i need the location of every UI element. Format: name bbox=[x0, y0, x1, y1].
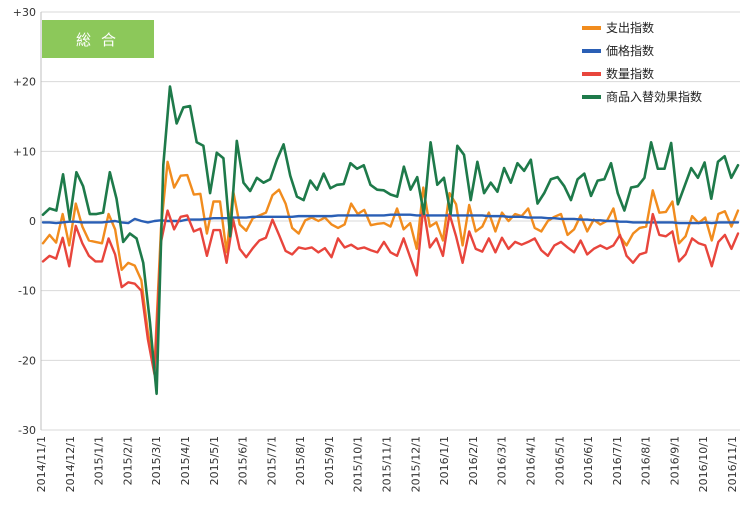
badge: 総合 bbox=[42, 20, 154, 58]
series-line-1 bbox=[41, 213, 740, 225]
x-tick-label: 2016/9/1 bbox=[668, 436, 681, 485]
y-tick-label: -30 bbox=[18, 424, 36, 437]
x-tick-label: 2015/2/1 bbox=[121, 436, 134, 485]
legend-label: 支出指数 bbox=[606, 20, 654, 35]
x-tick-label: 2014/11/1 bbox=[35, 436, 48, 492]
x-tick-label: 2015/6/1 bbox=[237, 436, 250, 485]
x-tick-label: 2015/3/1 bbox=[150, 436, 163, 485]
y-tick-label: -10 bbox=[18, 285, 36, 298]
x-tick-label: 2015/11/1 bbox=[381, 436, 394, 492]
y-tick-label: +10 bbox=[13, 145, 36, 158]
legend-label: 商品入替効果指数 bbox=[606, 89, 702, 104]
legend-swatch bbox=[582, 72, 601, 76]
x-tick-label: 2016/2/1 bbox=[467, 436, 480, 485]
x-tick-label: 2015/5/1 bbox=[208, 436, 221, 485]
legend-swatch bbox=[582, 26, 601, 30]
x-tick-label: 2016/8/1 bbox=[640, 436, 653, 485]
legend-label: 数量指数 bbox=[606, 66, 654, 81]
x-tick-label: 2015/10/1 bbox=[352, 436, 365, 492]
x-tick-label: 2015/4/1 bbox=[179, 436, 192, 485]
x-tick-label: 2016/4/1 bbox=[524, 436, 537, 485]
x-tick-label: 2015/12/1 bbox=[409, 436, 422, 492]
y-tick-label: 0 bbox=[29, 215, 36, 228]
x-tick-label: 2016/7/1 bbox=[611, 436, 624, 485]
x-tick-label: 2016/1/1 bbox=[438, 436, 451, 485]
badge-background bbox=[42, 20, 154, 58]
legend-swatch bbox=[582, 49, 601, 53]
x-tick-label: 2016/6/1 bbox=[582, 436, 595, 485]
x-tick-label: 2016/11/1 bbox=[726, 436, 739, 492]
legend-label: 価格指数 bbox=[606, 43, 654, 58]
legend-swatch bbox=[582, 95, 601, 99]
x-tick-label: 2014/12/1 bbox=[64, 436, 77, 492]
x-tick-label: 2015/7/1 bbox=[265, 436, 278, 485]
x-tick-label: 2015/9/1 bbox=[323, 436, 336, 485]
x-tick-label: 2016/3/1 bbox=[496, 436, 509, 485]
x-tick-label: 2015/1/1 bbox=[93, 436, 106, 485]
badge-label: 総合 bbox=[76, 31, 126, 49]
series-layer bbox=[41, 85, 740, 396]
y-tick-label: -20 bbox=[18, 354, 36, 367]
x-tick-label: 2015/8/1 bbox=[294, 436, 307, 485]
y-tick-label: +30 bbox=[13, 6, 36, 19]
x-tick-label: 2016/5/1 bbox=[553, 436, 566, 485]
x-tick-label: 2016/10/1 bbox=[697, 436, 710, 492]
series-line-3 bbox=[41, 85, 740, 396]
y-tick-label: +20 bbox=[13, 76, 36, 89]
